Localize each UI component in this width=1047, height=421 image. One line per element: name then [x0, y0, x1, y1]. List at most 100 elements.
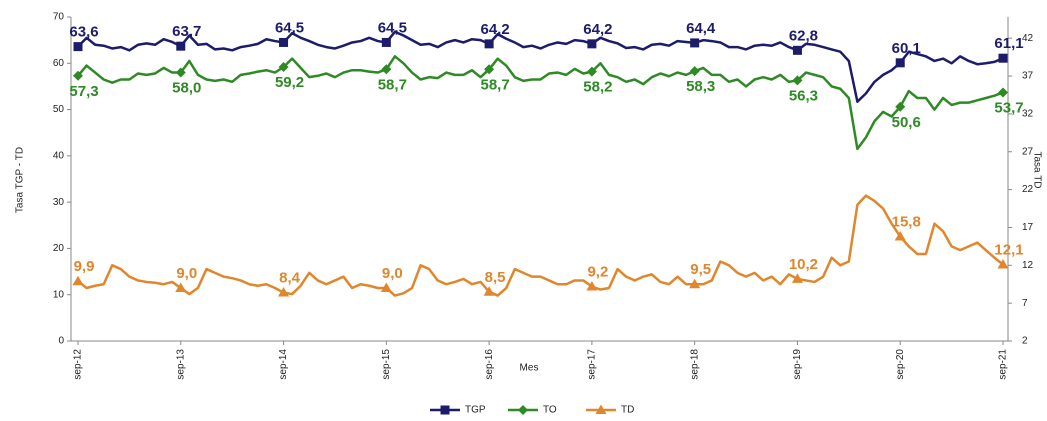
- data-label: 58,0: [172, 80, 201, 97]
- data-label: 64,2: [583, 21, 612, 38]
- data-point: [484, 64, 495, 75]
- x-tick-label: sep-15: [381, 349, 392, 380]
- y-tick-label: 40: [53, 150, 65, 161]
- y-tick-label: 10: [53, 289, 65, 300]
- data-point: [791, 273, 803, 283]
- data-point: [279, 37, 289, 47]
- x-tick-label: sep-12: [73, 349, 84, 380]
- y-tick-label: 60: [53, 58, 65, 69]
- data-point: [72, 275, 84, 286]
- data-label: 61,1: [994, 35, 1023, 52]
- y2-tick-label: 37: [1022, 71, 1034, 82]
- data-point: [175, 282, 187, 293]
- data-label: 12,1: [994, 242, 1023, 259]
- x-tick-label: sep-14: [278, 349, 289, 380]
- data-point: [175, 67, 186, 78]
- y2-tick-label: 12: [1022, 260, 1034, 271]
- data-point: [587, 39, 597, 49]
- data-point: [278, 287, 290, 297]
- y-axis-label: Tasa TGP - TD: [15, 147, 26, 213]
- y-tick-label: 50: [53, 104, 65, 115]
- series-line: [77, 55, 1004, 151]
- series-line: [77, 30, 1004, 103]
- data-point: [586, 66, 597, 77]
- data-label: 56,3: [789, 87, 818, 104]
- data-label: 58,7: [378, 76, 407, 93]
- x-tick-label: sep-21: [998, 349, 1009, 380]
- data-point: [998, 53, 1008, 63]
- data-point: [895, 58, 905, 68]
- y-tick-label: 30: [53, 197, 65, 208]
- y2-axis-label: Tasa TD: [1031, 151, 1042, 188]
- data-label: 8,5: [485, 269, 506, 286]
- x-tick-label: sep-18: [689, 349, 700, 380]
- x-tick-label: sep-20: [895, 349, 906, 380]
- data-label: 59,2: [275, 74, 304, 91]
- legend-marker: [440, 405, 450, 415]
- data-point: [380, 282, 392, 293]
- x-tick-label: sep-17: [587, 349, 598, 380]
- data-label: 63,7: [172, 23, 201, 40]
- legend-label: TO: [543, 405, 557, 416]
- data-point: [381, 64, 392, 75]
- data-point: [176, 41, 186, 51]
- y2-tick-label: 42: [1022, 33, 1034, 44]
- data-point: [792, 45, 802, 55]
- data-label: 50,6: [892, 114, 921, 131]
- data-label: 63,6: [69, 24, 98, 41]
- data-point: [484, 39, 494, 49]
- x-tick-label: sep-16: [484, 349, 495, 380]
- data-label: 53,7: [994, 99, 1023, 116]
- y2-tick-label: 7: [1022, 298, 1028, 309]
- data-label: 9,5: [690, 261, 711, 278]
- data-label: 58,3: [686, 78, 715, 95]
- y-tick-label: 70: [53, 12, 65, 23]
- data-point: [792, 75, 803, 86]
- x-tick-label: sep-13: [175, 349, 186, 380]
- data-label: 15,8: [892, 214, 921, 231]
- data-label: 57,3: [69, 83, 98, 100]
- data-label: 9,2: [587, 263, 608, 280]
- data-label: 64,4: [686, 20, 716, 37]
- legend-marker: [595, 404, 607, 414]
- data-point: [381, 37, 391, 47]
- y-tick-label: 20: [53, 243, 65, 254]
- data-label: 64,5: [275, 19, 304, 36]
- data-label: 64,5: [378, 19, 407, 36]
- data-label: 62,8: [789, 27, 818, 44]
- legend-marker: [518, 405, 528, 415]
- data-label: 8,4: [279, 270, 301, 287]
- y2-tick-label: 22: [1022, 184, 1034, 195]
- legend-label: TGP: [465, 405, 486, 416]
- y2-tick-label: 17: [1022, 222, 1034, 233]
- data-label: 9,0: [382, 265, 403, 282]
- y2-tick-label: 2: [1022, 336, 1028, 347]
- data-point: [997, 259, 1009, 269]
- y2-tick-label: 27: [1022, 146, 1034, 157]
- y-tick-label: 0: [58, 336, 64, 347]
- data-point: [690, 38, 700, 48]
- data-point: [586, 280, 598, 291]
- data-label: 58,2: [583, 79, 612, 96]
- data-label: 9,9: [74, 258, 95, 275]
- data-point: [73, 42, 83, 52]
- data-point: [73, 70, 83, 81]
- series-line: [77, 194, 1004, 297]
- data-label: 10,2: [789, 256, 818, 273]
- legend-label: TD: [621, 405, 634, 416]
- data-point: [895, 101, 906, 112]
- data-point: [483, 286, 495, 296]
- x-axis-label: Mes: [520, 363, 539, 374]
- data-point: [894, 231, 906, 241]
- x-tick-label: sep-19: [792, 349, 803, 380]
- data-label: 64,2: [481, 21, 510, 38]
- data-label: 9,0: [176, 265, 197, 282]
- data-label: 60,1: [892, 40, 921, 57]
- data-point: [689, 278, 701, 289]
- y2-tick-label: 32: [1022, 109, 1034, 120]
- data-point: [689, 66, 700, 77]
- data-point: [998, 87, 1008, 98]
- data-label: 58,7: [481, 76, 510, 93]
- data-point: [278, 61, 289, 72]
